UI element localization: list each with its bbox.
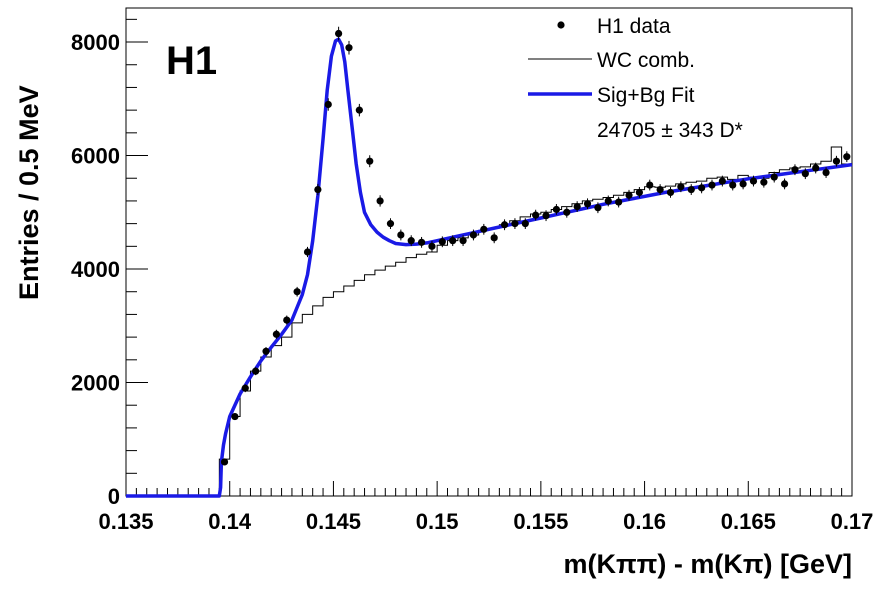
data-point <box>272 330 280 338</box>
data-point <box>708 181 716 189</box>
data-point <box>832 157 841 165</box>
data-point <box>729 181 737 189</box>
data-point <box>812 164 820 172</box>
experiment-label: H1 <box>166 39 217 83</box>
data-point <box>666 188 675 197</box>
data-point <box>843 153 851 161</box>
data-point <box>646 181 654 189</box>
data-point <box>490 234 498 242</box>
signal-yield-label: 24705 ± 343 D* <box>597 119 743 142</box>
data-point <box>749 177 758 185</box>
data-point <box>780 180 789 188</box>
data-point <box>324 100 332 109</box>
data-point <box>220 458 229 466</box>
y-tick-label: 4000 <box>71 257 120 282</box>
legend-label-h1-data: H1 data <box>597 15 671 38</box>
data-point <box>563 208 571 216</box>
data-point <box>698 184 706 192</box>
data-point <box>469 231 478 239</box>
x-tick-label: 0.14 <box>208 509 252 534</box>
legend-marker-h1-data <box>557 21 565 29</box>
sig-bg-fit-curve <box>126 37 853 498</box>
plot-frame <box>125 7 853 497</box>
data-point <box>449 237 457 245</box>
data-point <box>500 221 509 229</box>
data-point <box>532 211 540 219</box>
data-point <box>656 185 664 194</box>
x-tick-label: 0.17 <box>831 509 874 534</box>
x-tick-label: 0.135 <box>98 509 153 534</box>
data-point <box>635 188 643 197</box>
data-point <box>345 44 353 52</box>
legend: H1 data WC comb. Sig+Bg Fit 24705 ± 343 … <box>528 15 743 142</box>
data-point <box>293 288 301 296</box>
data-point <box>822 168 830 177</box>
data-point <box>480 225 488 233</box>
data-point <box>583 200 592 208</box>
data-point <box>438 238 446 246</box>
wc-comb-histogram <box>218 146 852 496</box>
y-tick-label: 2000 <box>71 371 120 396</box>
wc-comb-histogram-group <box>218 146 852 496</box>
legend-label-sig-bg-fit: Sig+Bg Fit <box>597 84 695 107</box>
data-point <box>314 185 322 194</box>
data-point <box>355 106 363 114</box>
x-tick-label: 0.15 <box>416 509 459 534</box>
data-point <box>615 198 623 206</box>
sig-bg-fit-group <box>126 37 853 498</box>
data-point <box>303 248 312 256</box>
data-point <box>625 191 633 199</box>
x-axis-ticks: 0.135 0.14 0.145 0.15 0.155 0.16 0.165 0.17 <box>98 481 873 534</box>
x-tick-label: 0.155 <box>513 509 568 534</box>
data-point <box>231 412 239 421</box>
h1-data-points-group <box>220 26 851 466</box>
data-point <box>241 384 249 392</box>
data-point <box>335 29 343 38</box>
y-tick-label: 0 <box>108 484 120 509</box>
data-point <box>552 205 561 214</box>
data-point <box>521 220 529 228</box>
data-point <box>573 203 581 211</box>
data-point <box>417 238 426 246</box>
data-point <box>739 180 747 188</box>
x-tick-label: 0.16 <box>623 509 666 534</box>
data-point <box>718 177 726 185</box>
data-point <box>801 170 809 178</box>
y-axis-title: Entries / 0.5 MeV <box>14 85 44 300</box>
x-tick-label: 0.145 <box>306 509 361 534</box>
data-point <box>428 242 436 250</box>
data-point <box>760 178 768 186</box>
data-point <box>262 347 270 355</box>
data-point <box>687 185 695 194</box>
y-tick-label: 6000 <box>71 144 120 169</box>
data-point <box>604 197 612 205</box>
data-point <box>366 157 374 165</box>
data-point <box>397 231 405 239</box>
x-axis-title: m(Kππ) - m(Kπ) [GeV] <box>564 549 853 579</box>
data-point <box>376 197 384 205</box>
data-point <box>459 237 467 245</box>
y-tick-label: 8000 <box>71 30 120 55</box>
data-point <box>677 183 685 191</box>
data-point <box>283 316 291 324</box>
data-point <box>386 220 395 228</box>
data-point <box>542 212 550 220</box>
x-tick-label: 0.165 <box>721 509 776 534</box>
data-point <box>770 173 778 181</box>
data-point <box>252 367 260 375</box>
data-point <box>594 204 602 212</box>
y-axis-ticks: 0 2000 4000 6000 8000 <box>71 18 148 509</box>
data-point <box>407 237 415 245</box>
data-point <box>511 220 519 228</box>
legend-label-wc-comb: WC comb. <box>597 49 695 72</box>
data-point <box>791 166 799 174</box>
